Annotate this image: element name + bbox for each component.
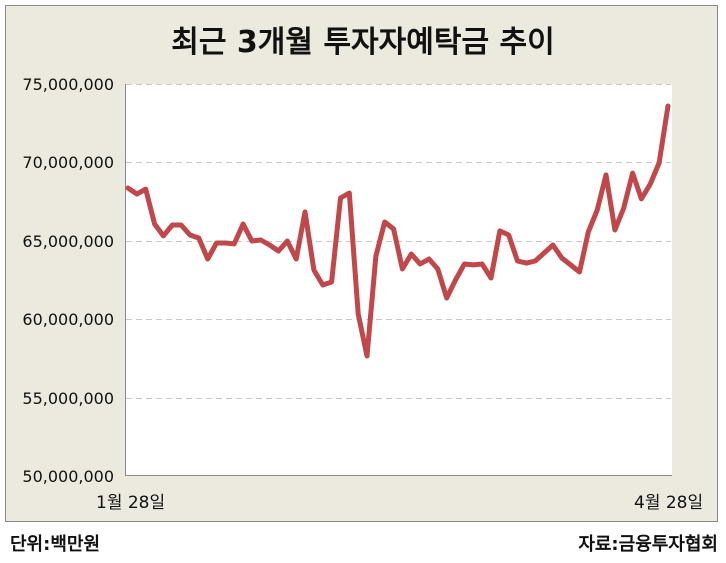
y-tick-50m: 50,000,000 <box>22 467 114 486</box>
y-tick-70m: 70,000,000 <box>22 153 114 172</box>
y-tick-60m: 60,000,000 <box>22 310 114 329</box>
y-tick-55m: 55,000,000 <box>22 389 114 408</box>
source-note: 자료:금융투자협회 <box>578 534 718 555</box>
unit-note: 단위:백만원 <box>10 534 100 555</box>
data-line <box>125 103 671 359</box>
y-tick-65m: 65,000,000 <box>22 232 114 251</box>
x-tick-end: 4월 28일 <box>634 493 704 513</box>
x-tick-start: 1월 28일 <box>96 493 166 513</box>
chart-title: 최근 3개월 투자자예탁금 추이 <box>171 25 555 60</box>
y-tick-75m: 75,000,000 <box>22 75 114 94</box>
plot-area <box>125 84 672 476</box>
